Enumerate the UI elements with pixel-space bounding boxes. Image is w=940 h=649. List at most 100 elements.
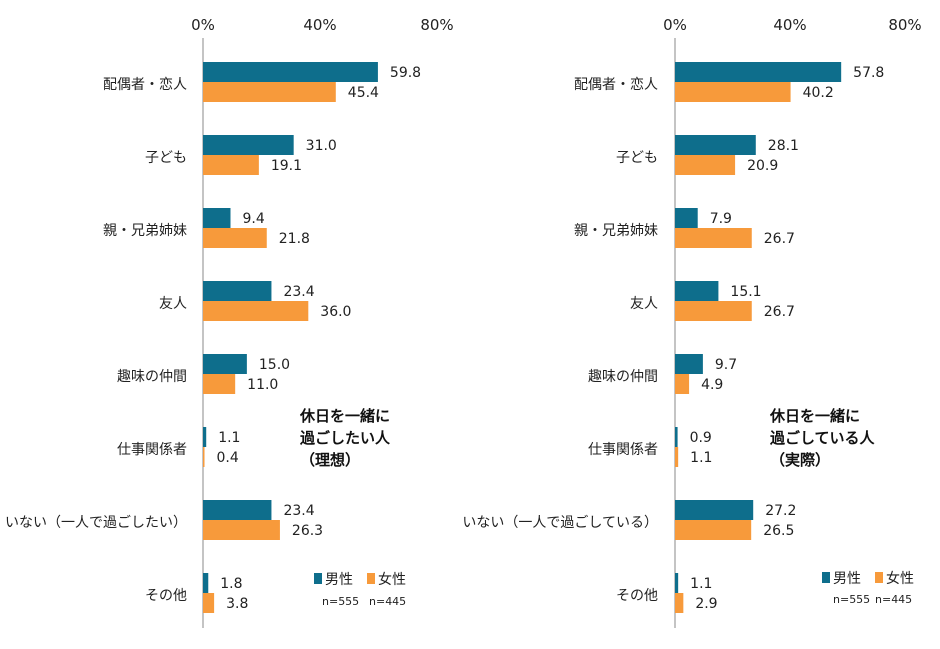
bar-male: [675, 62, 842, 82]
data-label: 9.4: [242, 211, 264, 227]
data-label: 3.8: [226, 596, 248, 612]
category-label: 友人: [630, 296, 658, 312]
data-label: 9.7: [715, 357, 737, 373]
category-label: 配偶者・恋人: [574, 76, 658, 93]
category-label: その他: [145, 588, 187, 604]
bar-female: [675, 155, 736, 175]
data-label: 2.9: [695, 596, 717, 612]
bar-female: [203, 155, 259, 175]
data-label: 26.7: [764, 231, 795, 247]
annotation-line: （実際）: [770, 451, 830, 469]
bar-male: [675, 573, 679, 593]
legend: 男性 女性 n=555 n=445: [314, 571, 406, 608]
bar-male: [203, 208, 231, 228]
data-label: 40.2: [803, 85, 834, 101]
category-label: 子ども: [145, 150, 187, 166]
data-label: 15.1: [730, 284, 761, 300]
category-label: 親・兄弟姉妹: [103, 223, 187, 239]
category-label: 友人: [159, 296, 187, 312]
category-label: いない（一人で過ごしている）: [462, 515, 658, 531]
data-label: 23.4: [283, 503, 314, 519]
bar-male: [675, 281, 719, 301]
data-label: 15.0: [259, 357, 290, 373]
data-label: 23.4: [283, 284, 314, 300]
bar-male: [203, 281, 272, 301]
tick-label: 80%: [420, 16, 453, 34]
data-label: 21.8: [279, 231, 310, 247]
legend-swatch-female: [875, 572, 883, 583]
legend-n-male: n=555: [833, 593, 870, 606]
data-label: 11.0: [247, 377, 278, 393]
category-label: 趣味の仲間: [588, 369, 658, 385]
data-label: 26.5: [763, 523, 794, 539]
bar-female: [675, 228, 752, 248]
tick-label: 80%: [888, 16, 921, 34]
bar-male: [203, 427, 207, 447]
bar-male: [203, 573, 209, 593]
legend-label-male: 男性: [833, 571, 861, 587]
data-label: 59.8: [390, 65, 421, 81]
bar-female: [203, 301, 309, 321]
legend-label-female: 女性: [378, 571, 406, 588]
data-label: 45.4: [348, 85, 379, 101]
data-label: 1.8: [220, 576, 242, 592]
bar-male: [675, 354, 703, 374]
data-label: 57.8: [853, 65, 884, 81]
legend-swatch-female: [367, 573, 375, 584]
legend: 男性 女性 n=555 n=445: [822, 570, 914, 606]
category-label: 子ども: [616, 150, 658, 166]
category-label: 仕事関係者: [588, 442, 658, 458]
bar-female: [203, 520, 280, 540]
tick-label: 40%: [773, 16, 806, 34]
category-label: いない（一人で過ごしたい）: [5, 515, 187, 531]
category-labels: 配偶者・恋人 子ども 親・兄弟姉妹 友人 趣味の仲間 仕事関係者 いない（一人で…: [462, 76, 658, 604]
data-label: 20.9: [747, 158, 778, 174]
annotation-line: 休日を一緒に: [769, 407, 860, 425]
bar-male: [675, 208, 698, 228]
data-label: 36.0: [320, 304, 351, 320]
legend-label-male: 男性: [325, 572, 353, 588]
category-label: 親・兄弟姉妹: [574, 223, 658, 239]
data-label: 4.9: [701, 377, 723, 393]
chart-actual: 0% 40% 80% 配偶者・恋人 子ども 親・兄弟姉妹 友人 趣味の仲間 仕事…: [462, 16, 922, 628]
bar-male: [203, 500, 272, 520]
tick-label: 0%: [191, 16, 215, 34]
legend-label-female: 女性: [886, 570, 914, 587]
category-labels: 配偶者・恋人 子ども 親・兄弟姉妹 友人 趣味の仲間 仕事関係者 いない（一人で…: [5, 76, 187, 604]
bar-male: [675, 500, 754, 520]
bar-female: [675, 447, 679, 467]
category-label: その他: [616, 588, 658, 604]
data-label: 1.1: [218, 430, 240, 446]
category-label: 配偶者・恋人: [103, 76, 187, 93]
bar-female: [203, 374, 236, 394]
tick-label: 0%: [663, 16, 687, 34]
category-label: 仕事関係者: [117, 442, 187, 458]
bar-male: [203, 62, 378, 82]
data-label: 1.1: [690, 450, 712, 466]
data-label: 0.9: [690, 430, 712, 446]
bar-female: [203, 228, 267, 248]
category-label: 趣味の仲間: [117, 369, 187, 385]
data-label: 7.9: [710, 211, 732, 227]
data-label: 1.1: [690, 576, 712, 592]
data-label: 28.1: [768, 138, 799, 154]
bar-female: [203, 82, 336, 102]
bars-ideal: 59.8 45.4 31.019.1 9.4 21.8 23.4 36.0 15.0 11.0 1…: [203, 62, 421, 613]
data-label: 26.3: [292, 523, 323, 539]
bars-actual: 57.840.228.120.97.926.715.126.79.74.90.9…: [675, 62, 884, 613]
legend-swatch-male: [822, 572, 830, 583]
legend-n-female: n=445: [369, 595, 406, 608]
data-label: 26.7: [764, 304, 795, 320]
bar-female: [675, 520, 752, 540]
bar-female: [675, 593, 684, 613]
bar-female: [675, 374, 690, 394]
data-label: 19.1: [271, 158, 302, 174]
bar-male: [203, 135, 294, 155]
legend-n-female: n=445: [875, 593, 912, 606]
tick-label: 40%: [303, 16, 336, 34]
bar-male: [203, 354, 247, 374]
annotation-line: 過ごしている人: [769, 429, 876, 447]
annotation-line: 過ごしたい人: [299, 429, 391, 447]
data-label: 31.0: [306, 138, 337, 154]
